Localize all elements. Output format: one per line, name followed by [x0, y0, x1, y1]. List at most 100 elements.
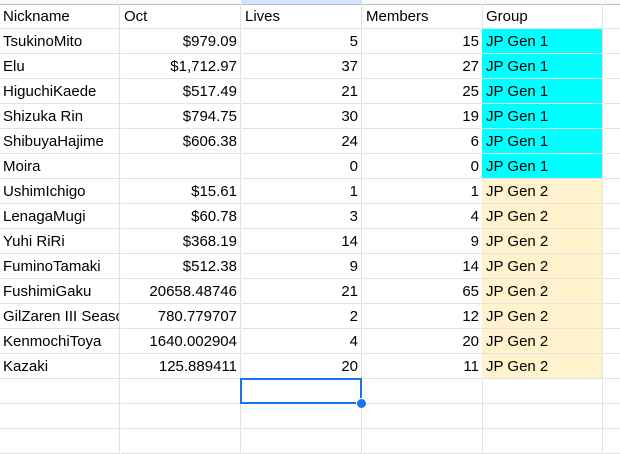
cell-extra[interactable]	[604, 29, 620, 54]
cell-extra[interactable]	[604, 254, 620, 279]
cell-members[interactable]: 1	[363, 179, 483, 204]
cell-extra[interactable]	[604, 179, 620, 204]
cell-oct[interactable]: 1640.002904	[121, 329, 241, 354]
cell-oct[interactable]: $368.19	[121, 229, 241, 254]
cell-lives[interactable]: 0	[242, 154, 362, 179]
cell-lives[interactable]: 5	[242, 29, 362, 54]
header-members[interactable]: Members	[363, 4, 483, 29]
cell-nickname[interactable]	[0, 429, 120, 454]
cell-oct[interactable]: $1,712.97	[121, 54, 241, 79]
cell-nickname[interactable]: Moira	[0, 154, 120, 179]
cell-nickname[interactable]: Elu	[0, 54, 120, 79]
cell-oct[interactable]: $15.61	[121, 179, 241, 204]
cell-group[interactable]: JP Gen 2	[482, 254, 603, 279]
cell-extra[interactable]	[604, 104, 620, 129]
fill-handle[interactable]	[356, 398, 367, 409]
cell-group[interactable]	[483, 379, 603, 404]
cell-group[interactable]: JP Gen 1	[482, 129, 603, 154]
cell-extra[interactable]	[604, 329, 620, 354]
cell-lives[interactable]: 30	[242, 104, 362, 129]
cell-members[interactable]: 12	[363, 304, 483, 329]
cell-nickname[interactable]: Kazaki	[0, 354, 120, 379]
cell-oct[interactable]: 20658.48746	[121, 279, 241, 304]
cell-members[interactable]: 20	[363, 329, 483, 354]
cell-lives[interactable]: 20	[242, 354, 362, 379]
cell-members[interactable]: 15	[363, 29, 483, 54]
cell-extra[interactable]	[604, 154, 620, 179]
cell-group[interactable]: JP Gen 1	[482, 54, 603, 79]
cell-oct[interactable]: $517.49	[121, 79, 241, 104]
cell-nickname[interactable]: ShibuyaHajime	[0, 129, 120, 154]
cell-members[interactable]: 11	[363, 354, 483, 379]
cell-extra[interactable]	[604, 129, 620, 154]
cell-members[interactable]: 4	[363, 204, 483, 229]
cell-nickname[interactable]: Shizuka Rin	[0, 104, 120, 129]
selected-cell[interactable]	[240, 378, 362, 404]
cell-oct[interactable]	[121, 429, 241, 454]
cell-oct[interactable]: $794.75	[121, 104, 241, 129]
cell-members[interactable]: 25	[363, 79, 483, 104]
cell-group[interactable]	[483, 429, 603, 454]
cell-group[interactable]: JP Gen 2	[482, 304, 603, 329]
cell-extra[interactable]	[604, 279, 620, 304]
cell-lives[interactable]: 9	[242, 254, 362, 279]
cell-group[interactable]: JP Gen 2	[482, 179, 603, 204]
cell-nickname[interactable]: HiguchiKaede	[0, 79, 120, 104]
header-lives[interactable]: Lives	[242, 4, 362, 29]
cell-members[interactable]: 6	[363, 129, 483, 154]
cell-nickname[interactable]: GilZaren III Season 2	[0, 304, 120, 329]
cell-lives[interactable]: 2	[242, 304, 362, 329]
cell-lives[interactable]: 21	[242, 279, 362, 304]
cell-group[interactable]: JP Gen 2	[482, 229, 603, 254]
cell-group[interactable]: JP Gen 1	[482, 104, 603, 129]
cell-extra[interactable]	[604, 229, 620, 254]
cell-lives[interactable]: 1	[242, 179, 362, 204]
cell-nickname[interactable]: Yuhi RiRi	[0, 229, 120, 254]
cell-group[interactable]	[483, 404, 603, 429]
cell-oct[interactable]: $606.38	[121, 129, 241, 154]
cell-nickname[interactable]: LenagaMugi	[0, 204, 120, 229]
cell-extra[interactable]	[604, 429, 620, 454]
cell-nickname[interactable]: FuminoTamaki	[0, 254, 120, 279]
cell-lives[interactable]: 3	[242, 204, 362, 229]
cell-lives[interactable]: 4	[242, 329, 362, 354]
cell-nickname[interactable]: FushimiGaku	[0, 279, 120, 304]
cell-nickname[interactable]	[0, 404, 120, 429]
cell-oct[interactable]	[121, 379, 241, 404]
cell-group[interactable]: JP Gen 1	[482, 154, 603, 179]
cell-group[interactable]: JP Gen 2	[482, 279, 603, 304]
cell-members[interactable]: 9	[363, 229, 483, 254]
cell-oct[interactable]	[121, 154, 241, 179]
cell-lives[interactable]	[242, 429, 362, 454]
cell-oct[interactable]: $60.78	[121, 204, 241, 229]
cell-nickname[interactable]: TsukinoMito	[0, 29, 120, 54]
header-group[interactable]: Group	[483, 4, 603, 29]
cell-members[interactable]: 14	[363, 254, 483, 279]
cell-group[interactable]: JP Gen 2	[482, 354, 603, 379]
cell-members[interactable]	[363, 379, 483, 404]
cell-group[interactable]: JP Gen 1	[482, 79, 603, 104]
cell-extra[interactable]	[604, 404, 620, 429]
cell-members[interactable]: 19	[363, 104, 483, 129]
cell-oct[interactable]: $512.38	[121, 254, 241, 279]
cell-extra[interactable]	[604, 354, 620, 379]
cell-members[interactable]	[363, 429, 483, 454]
cell-group[interactable]: JP Gen 1	[482, 29, 603, 54]
cell-lives[interactable]: 24	[242, 129, 362, 154]
cell-oct[interactable]: $979.09	[121, 29, 241, 54]
cell-extra[interactable]	[604, 304, 620, 329]
cell-extra[interactable]	[604, 204, 620, 229]
header-oct[interactable]: Oct	[121, 4, 241, 29]
cell-nickname[interactable]: KenmochiToya	[0, 329, 120, 354]
cell-oct[interactable]: 780.779707	[121, 304, 241, 329]
cell-members[interactable]: 27	[363, 54, 483, 79]
cell-extra[interactable]	[604, 79, 620, 104]
cell-lives[interactable]: 21	[242, 79, 362, 104]
cell-nickname[interactable]: UshimIchigo	[0, 179, 120, 204]
cell-lives[interactable]: 14	[242, 229, 362, 254]
header-nickname[interactable]: Nickname	[0, 4, 120, 29]
cell-members[interactable]	[363, 404, 483, 429]
cell-group[interactable]: JP Gen 2	[482, 329, 603, 354]
cell-members[interactable]: 65	[363, 279, 483, 304]
cell-oct[interactable]: 125.889411	[121, 354, 241, 379]
